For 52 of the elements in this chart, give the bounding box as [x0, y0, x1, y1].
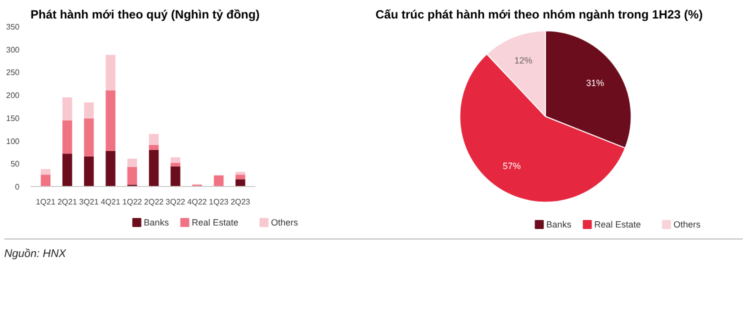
- x-tick-label: 1Q22: [122, 198, 143, 206]
- y-tick-label: 300: [6, 45, 20, 54]
- bar: [148, 150, 159, 186]
- chart-title: Cấu trúc phát hành mới theo nhóm ngành trong 1H23 (%): [376, 8, 703, 22]
- bar: [84, 102, 94, 118]
- bar: [170, 157, 180, 163]
- bar: [62, 120, 72, 154]
- bar: [235, 179, 246, 186]
- bar: [106, 54, 116, 90]
- bar: [106, 90, 116, 151]
- bar: [84, 118, 94, 156]
- chart-title: Phát hành mới theo quý (Nghìn tỷ đồng): [30, 8, 260, 22]
- x-tick-label: 3Q22: [166, 198, 186, 206]
- bar: [62, 97, 72, 120]
- y-tick-label: 250: [6, 68, 20, 78]
- legend-label: Real Estate: [594, 220, 641, 230]
- x-tick-label: 1Q23: [208, 198, 230, 206]
- legend-label: Others: [674, 220, 702, 230]
- bar: [84, 156, 94, 186]
- bar: [127, 166, 138, 185]
- text: Nguồn: HNX: [4, 248, 67, 260]
- y-tick-label: 50: [10, 160, 20, 169]
- y-tick-label: 200: [6, 91, 20, 100]
- x-tick-label: 2Q22: [144, 198, 164, 206]
- data-label: 31%: [586, 78, 604, 88]
- y-tick-label: 0: [15, 182, 20, 192]
- bar: [106, 150, 116, 186]
- legend-label: Real Estate: [192, 218, 238, 228]
- x-tick-label: 4Q21: [100, 198, 121, 206]
- bar: [148, 134, 159, 145]
- x-tick-label: 1Q21: [36, 198, 56, 206]
- x-tick-label: 2Q23: [230, 198, 251, 206]
- bar: [214, 176, 224, 186]
- x-tick-label: 4Q22: [187, 198, 208, 206]
- data-label: 12%: [514, 56, 532, 66]
- y-tick-label: 350: [6, 22, 20, 32]
- y-tick-label: 150: [6, 114, 20, 123]
- bar: [40, 174, 51, 186]
- legend-label: Others: [271, 218, 299, 228]
- bar: [40, 169, 51, 175]
- legend-label: Banks: [546, 220, 572, 230]
- bar: [170, 162, 180, 166]
- bar: [235, 174, 246, 180]
- y-tick-label: 100: [6, 136, 20, 146]
- data-label: 57%: [502, 161, 521, 172]
- bar: [62, 154, 72, 186]
- legend-label: Banks: [144, 218, 170, 228]
- x-tick-label: 3Q21: [79, 198, 100, 206]
- bar: [127, 158, 138, 167]
- bar: [148, 144, 159, 150]
- x-tick-label: 2Q21: [57, 198, 78, 206]
- bar: [170, 166, 180, 186]
